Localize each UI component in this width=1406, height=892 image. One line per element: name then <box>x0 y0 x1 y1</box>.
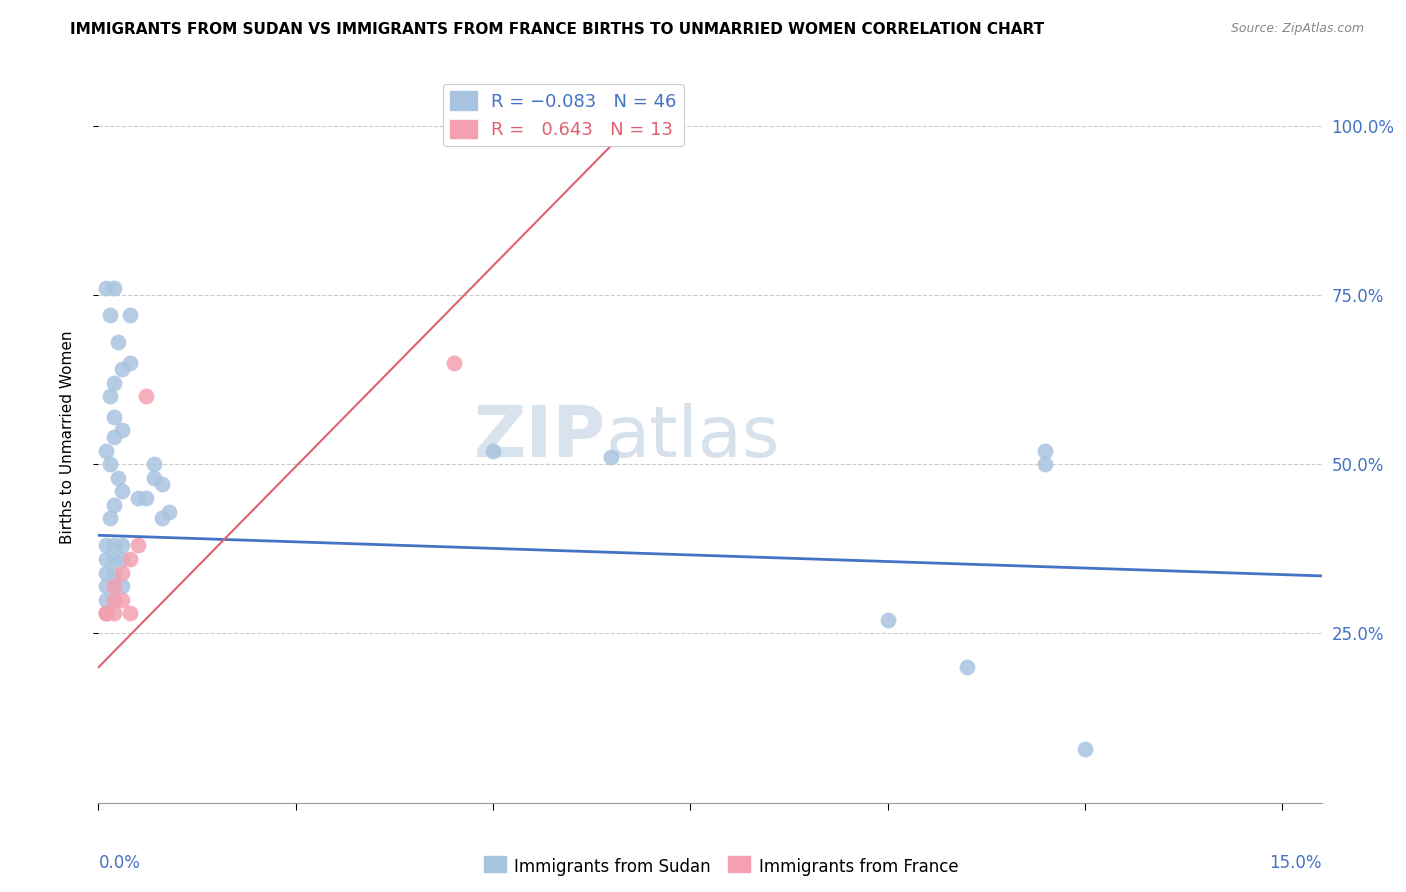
Text: IMMIGRANTS FROM SUDAN VS IMMIGRANTS FROM FRANCE BIRTHS TO UNMARRIED WOMEN CORREL: IMMIGRANTS FROM SUDAN VS IMMIGRANTS FROM… <box>70 22 1045 37</box>
Point <box>103 552 125 566</box>
Point <box>111 566 134 580</box>
Point <box>876 613 898 627</box>
Point <box>96 592 118 607</box>
Point <box>1035 443 1057 458</box>
Point <box>142 457 165 471</box>
Point <box>103 430 125 444</box>
Point <box>1074 741 1097 756</box>
Text: 15.0%: 15.0% <box>1270 854 1322 872</box>
Point <box>103 498 125 512</box>
Text: Source: ZipAtlas.com: Source: ZipAtlas.com <box>1230 22 1364 36</box>
Text: Immigrants from France: Immigrants from France <box>759 858 959 876</box>
Point <box>111 423 134 437</box>
Point <box>482 443 505 458</box>
Point <box>111 538 134 552</box>
Point <box>103 592 125 607</box>
Point <box>103 538 125 552</box>
Point <box>111 579 134 593</box>
Point <box>142 471 165 485</box>
Point <box>103 409 125 424</box>
Point <box>96 552 118 566</box>
Point <box>103 566 125 580</box>
Point <box>96 606 118 620</box>
Point <box>103 376 125 390</box>
Point <box>98 389 121 403</box>
Point <box>103 579 125 593</box>
Point <box>118 355 141 369</box>
Point <box>96 443 118 458</box>
Point <box>1035 457 1057 471</box>
Text: ZIP: ZIP <box>474 402 606 472</box>
Point <box>103 579 125 593</box>
Point <box>127 538 149 552</box>
Point <box>150 511 173 525</box>
Text: atlas: atlas <box>606 402 780 472</box>
Point <box>103 592 125 607</box>
Point <box>118 606 141 620</box>
Point <box>103 606 125 620</box>
Point <box>111 484 134 499</box>
Point <box>96 281 118 295</box>
Y-axis label: Births to Unmarried Women: Births to Unmarried Women <box>60 330 75 544</box>
Point <box>111 592 134 607</box>
Point <box>107 471 129 485</box>
Point <box>118 552 141 566</box>
Point <box>600 119 623 133</box>
Bar <box>484 856 506 872</box>
Point <box>96 606 118 620</box>
Point <box>98 457 121 471</box>
Point <box>103 281 125 295</box>
Point <box>98 308 121 322</box>
Text: 0.0%: 0.0% <box>98 854 141 872</box>
Point <box>135 491 157 505</box>
Point <box>150 477 173 491</box>
Point <box>98 511 121 525</box>
Legend: R = −0.083   N = 46, R =   0.643   N = 13: R = −0.083 N = 46, R = 0.643 N = 13 <box>443 84 683 146</box>
Point <box>600 450 623 465</box>
Point <box>118 308 141 322</box>
Point <box>111 552 134 566</box>
Point <box>111 362 134 376</box>
Point <box>127 491 149 505</box>
Point <box>96 579 118 593</box>
Point <box>96 538 118 552</box>
Point <box>159 505 181 519</box>
Point <box>96 566 118 580</box>
Bar <box>728 856 751 872</box>
Point <box>135 389 157 403</box>
Point <box>107 335 129 350</box>
Text: Immigrants from Sudan: Immigrants from Sudan <box>515 858 711 876</box>
Point <box>955 660 977 674</box>
Point <box>96 606 118 620</box>
Point <box>443 355 465 369</box>
